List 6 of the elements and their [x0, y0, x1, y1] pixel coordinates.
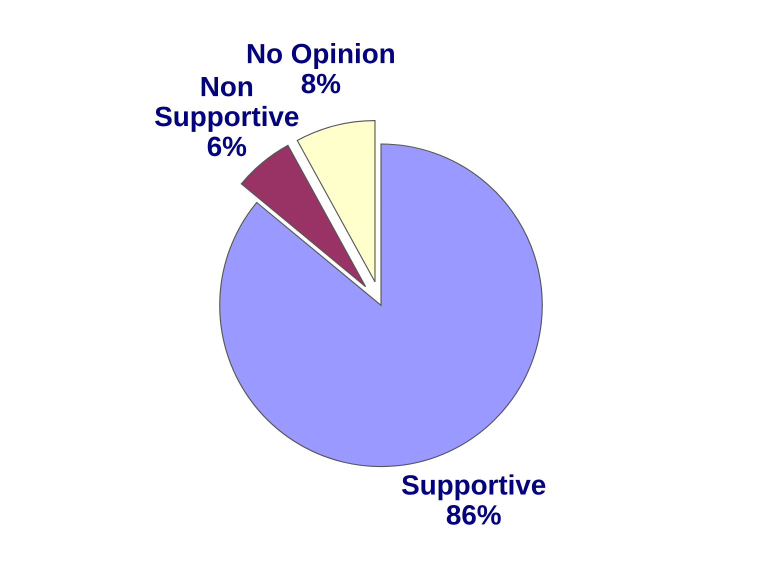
slice-label: No Opinion: [248, 43, 394, 69]
data-label: 8%: [302, 74, 340, 94]
data-label: 86%: [446, 505, 501, 525]
data-label: 6%: [208, 136, 246, 156]
slice-label: Supportive: [402, 474, 546, 500]
slice-label: Non Supportive: [155, 77, 298, 132]
